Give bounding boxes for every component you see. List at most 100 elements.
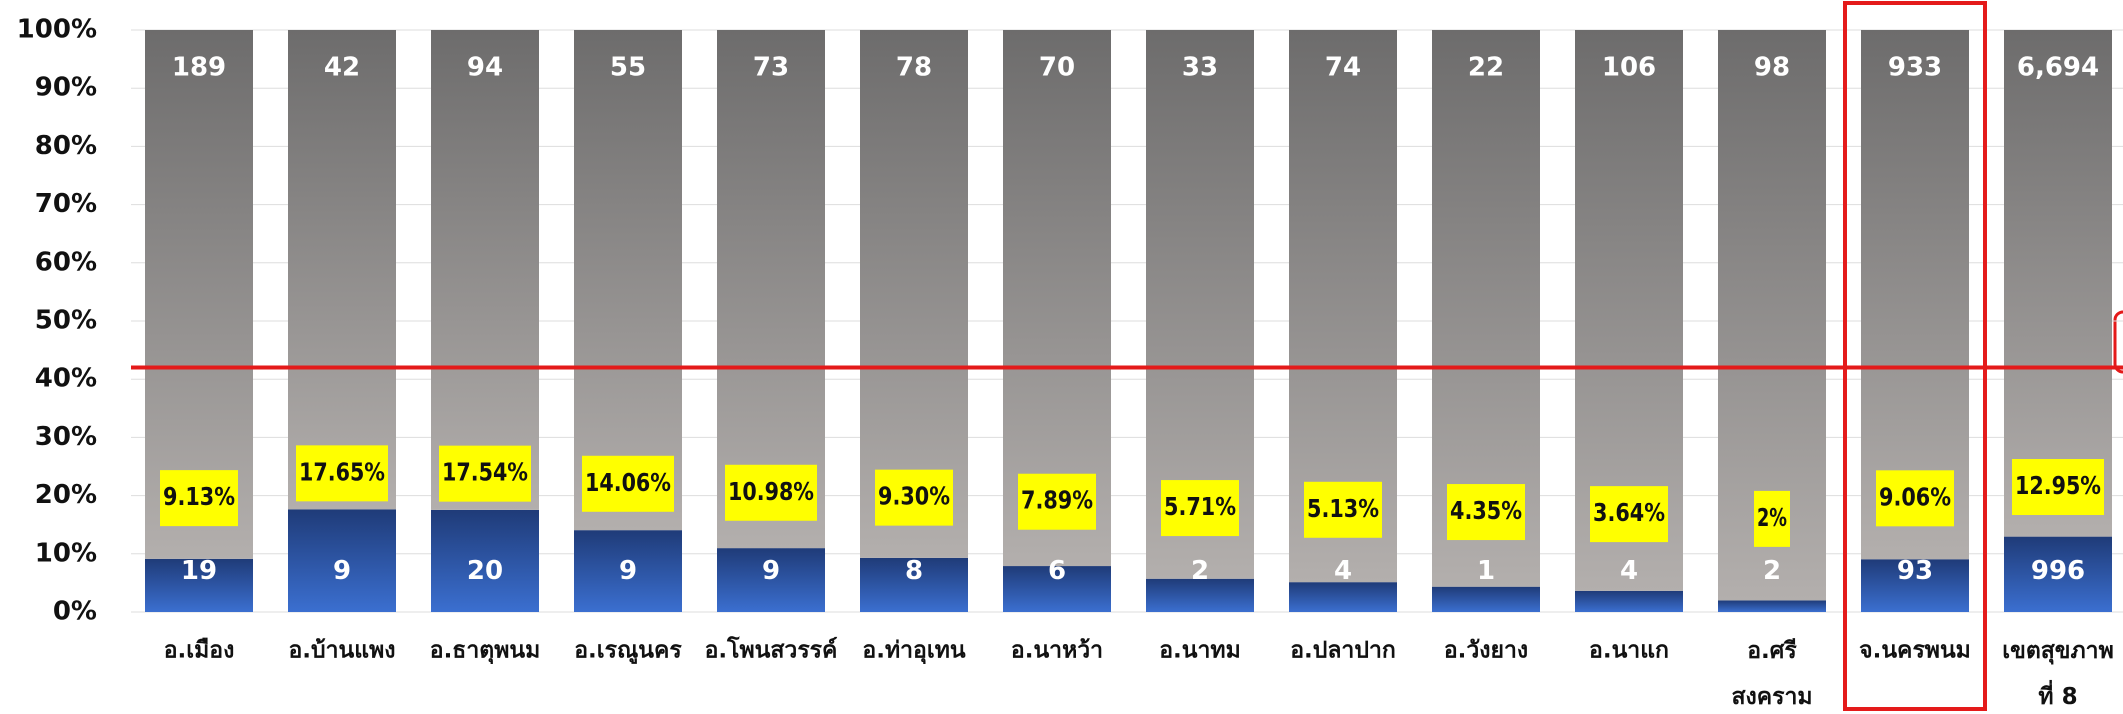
data-label: 4: [1334, 556, 1352, 586]
share-label: 17.65%: [299, 457, 385, 486]
y-tick-label: 90%: [35, 73, 97, 103]
x-tick-label: อ.บ้านแพง: [288, 638, 395, 664]
bar-segment: [288, 509, 396, 612]
x-tick-label: อ.ปลาปาก: [1290, 638, 1396, 664]
y-tick-label: 100%: [17, 15, 97, 45]
data-label: 55: [610, 52, 646, 82]
bar-segment: [717, 30, 825, 549]
share-label-bg: [1447, 484, 1525, 541]
share-label: 10.98%: [728, 477, 814, 506]
y-tick-label: 60%: [35, 247, 97, 277]
data-label: 4: [1620, 556, 1638, 586]
bar-segment: [1718, 600, 1826, 612]
share-label: 5.13%: [1307, 494, 1379, 523]
share-label-bg: [875, 469, 953, 526]
data-label: 8: [905, 556, 923, 586]
share-label: 2%: [1757, 503, 1787, 532]
x-tick-label: อ.นาแก: [1589, 638, 1669, 664]
data-label: 73: [753, 52, 789, 82]
bar-segment: [431, 509, 539, 612]
bar-segment: [2004, 536, 2112, 612]
bar-segment: [145, 558, 253, 612]
share-label-bg: [1754, 490, 1790, 547]
data-label: 9: [333, 556, 351, 586]
data-label: 933: [1888, 52, 1942, 82]
data-label: 19: [181, 556, 217, 586]
data-label: 93: [1897, 556, 1933, 586]
y-tick-label: 70%: [35, 189, 97, 219]
y-tick-label: 20%: [35, 480, 97, 510]
data-label: 9: [762, 556, 780, 586]
bar-segment: [574, 530, 682, 612]
bar-segment: [574, 30, 682, 531]
bar-segment: [1861, 559, 1969, 612]
data-label: 2: [1763, 556, 1781, 586]
share-label-bg: [1876, 470, 1954, 527]
y-tick-label: 10%: [35, 538, 97, 568]
y-tick-label: 80%: [35, 131, 97, 161]
share-label: 9.06%: [1879, 482, 1951, 511]
x-tick-label: อ.ธาตุพนม: [430, 638, 541, 665]
bar-segment: [1003, 566, 1111, 612]
share-label: 14.06%: [585, 468, 671, 497]
y-tick-label: 50%: [35, 306, 97, 336]
share-label-bg: [1590, 486, 1668, 543]
share-label-bg: [439, 445, 531, 502]
bar-segment: [1575, 590, 1683, 612]
x-tick-label: อ.วังยาง: [1444, 638, 1528, 664]
share-label: 3.64%: [1593, 498, 1665, 527]
bar-segment: [288, 30, 396, 510]
data-label: 6,694: [2017, 52, 2099, 82]
share-label: 9.30%: [878, 482, 950, 511]
share-label: 7.89%: [1021, 486, 1093, 515]
cropped-callout: [2113, 310, 2123, 374]
share-label-bg: [160, 470, 238, 527]
data-label: 74: [1325, 52, 1361, 82]
x-tick-label: อ.เรณูนคร: [574, 638, 682, 665]
highlight-box: [1843, 1, 1987, 711]
data-label: 106: [1602, 52, 1656, 82]
share-label-bg: [1018, 473, 1096, 530]
x-tick-label: อ.เมือง: [164, 638, 235, 664]
share-label-bg: [1161, 480, 1239, 537]
x-tick-label: อ.นาทม: [1159, 638, 1241, 664]
data-label: 9: [619, 556, 637, 586]
data-label: 33: [1182, 52, 1218, 82]
x-tick-label: อ.ศรีสงคราม: [1731, 638, 1812, 710]
data-label: 20: [467, 556, 503, 586]
data-label: 6: [1048, 556, 1066, 586]
share-label: 17.54%: [442, 458, 528, 487]
data-label: 98: [1754, 52, 1790, 82]
data-label: 22: [1468, 52, 1504, 82]
data-label: 996: [2031, 556, 2085, 586]
data-label: 189: [172, 52, 226, 82]
share-label: 5.71%: [1164, 492, 1236, 521]
data-label: 42: [324, 52, 360, 82]
bar-segment: [2004, 30, 2112, 537]
data-label: 94: [467, 52, 503, 82]
x-tick-label: เขตสุขภาพที่ 8: [2002, 638, 2114, 710]
share-label-bg: [1304, 481, 1382, 538]
bar-segment: [860, 557, 968, 612]
x-tick-label: อ.ท่าอุเทน: [862, 638, 965, 665]
x-tick-label: จ.นครพนม: [1859, 638, 1971, 664]
x-tick-label: อ.นาหว้า: [1011, 638, 1103, 664]
x-tick-label: อ.โพนสวรรค์: [705, 636, 838, 664]
share-label: 4.35%: [1450, 496, 1522, 525]
share-label: 9.13%: [163, 482, 235, 511]
data-label: 1: [1477, 556, 1495, 586]
y-tick-label: 40%: [35, 364, 97, 394]
data-label: 78: [896, 52, 932, 82]
share-label-bg: [725, 464, 817, 521]
bar-segment: [717, 548, 825, 612]
share-label-bg: [582, 455, 674, 512]
y-tick-label: 30%: [35, 422, 97, 452]
bar-segment: [1289, 582, 1397, 612]
y-tick-label: 0%: [53, 597, 97, 627]
share-label-bg: [296, 445, 388, 502]
share-label-bg: [2012, 459, 2104, 516]
bar-segment: [1432, 586, 1540, 612]
bar-segment: [431, 30, 539, 510]
data-label: 2: [1191, 556, 1209, 586]
